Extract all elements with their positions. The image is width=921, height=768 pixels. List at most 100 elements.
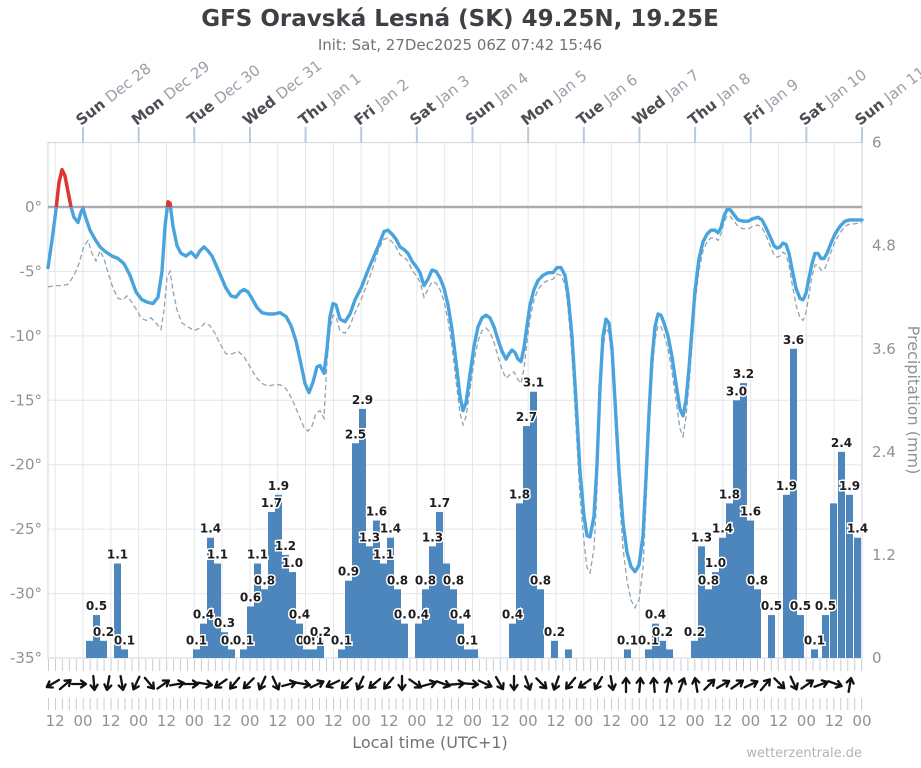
precip-value-label: 0.5 [761,599,782,613]
precipitation-bars [86,348,861,658]
precip-bar [422,589,429,658]
wind-arrow [773,677,786,690]
precip-value-label: 1.9 [268,479,289,493]
wind-arrow [593,675,604,691]
precip-value-label: 3.2 [733,367,754,381]
precip-value-label: 2.7 [516,410,537,424]
precip-bar [537,589,544,658]
precip-bar [747,520,754,658]
time-tick-label: 00 [852,712,871,730]
precip-value-label: 1.2 [275,539,296,553]
time-tick-label: 12 [268,712,287,730]
precip-value-label: 0.3 [214,616,235,630]
precip-bar [565,649,572,658]
precip-tick-label: 6 [872,134,882,152]
temperature-dashed-line [47,215,863,610]
precipitation-labels: 0.50.21.10.1 0.10.41.41.10.30.10.10.61.10… [84,331,869,649]
time-tick-label: 00 [73,712,92,730]
wind-arrow [281,679,297,689]
time-tick-label: 00 [797,712,816,730]
time-tick-label: 12 [157,712,176,730]
precip-bar [790,348,797,658]
precip-value-label: 0.4 [450,608,471,622]
wind-arrow [448,679,466,689]
time-tick-label: 12 [713,712,732,730]
wind-arrow [294,679,312,689]
precip-bar [457,623,464,658]
precip-bar [338,649,345,658]
precip-bar [797,615,804,658]
precip-value-label: 3.6 [783,333,804,347]
precip-value-label: 0.6 [240,590,261,604]
time-tick-label: 12 [379,712,398,730]
precip-value-label: 1.1 [373,548,394,562]
precip-bar [93,615,100,658]
wind-arrow [156,679,171,690]
precip-bar [783,494,790,658]
wind-arrow [621,676,631,694]
precip-tick-label: 4.8 [872,237,896,255]
wind-arrow [196,679,214,689]
precip-bar [551,640,558,658]
precip-bar [705,589,712,658]
precip-bar [436,511,443,658]
precip-bar [296,623,303,658]
time-tick-label: 00 [574,712,593,730]
precip-value-label: 0.8 [443,573,464,587]
wind-arrow [845,676,855,694]
wind-arrow [182,679,200,689]
wind-arrow [509,674,519,692]
wind-arrow [213,678,228,689]
time-tick-label: 12 [491,712,510,730]
wind-arrow [800,679,815,690]
time-tick-label: 12 [435,712,454,730]
time-tick-label: 12 [324,712,343,730]
precip-bar [275,494,282,658]
precip-value-label: 0.5 [815,599,836,613]
precip-value-label: 3.1 [523,376,544,390]
wind-arrow [494,675,505,691]
precip-value-label: 0.1 [114,633,135,647]
precip-bar [310,649,317,658]
precip-value-label: 0.8 [747,573,768,587]
precip-bar [450,589,457,658]
precip-bar [754,589,761,658]
precip-bar [652,623,659,658]
precip-bar [698,546,705,658]
precip-bar [261,589,268,658]
wind-arrow [691,676,701,694]
wind-arrow [242,677,255,690]
precip-bar [200,623,207,658]
precip-value-label: 1.6 [740,505,761,519]
wind-arrow [435,679,451,689]
time-tick-label: 00 [463,712,482,730]
time-tick-label: 00 [741,712,760,730]
precip-bar [691,640,698,658]
precip-bar [228,649,235,658]
precip-value-label: 1.3 [422,530,443,544]
precip-bar [317,640,324,658]
wind-arrow [368,677,382,690]
wind-arrow [827,679,843,689]
temp-tick-label: -35° [10,649,42,667]
precip-bar [645,649,652,658]
precip-value-label: 0.4 [408,608,429,622]
precip-value-label: 0.4 [502,608,523,622]
precip-bar [509,623,516,658]
wind-arrow [607,674,617,692]
temp-tick-label: -15° [10,391,42,409]
precip-value-label: 0.2 [544,625,565,639]
time-tick-label: 00 [686,712,705,730]
precip-bar [240,649,247,658]
precip-value-label: 1.8 [509,487,530,501]
precip-value-label: 3.0 [726,384,747,398]
chart-subtitle: Init: Sat, 27Dec2025 06Z 07:42 15:46 [318,36,602,54]
time-tick-label: 12 [825,712,844,730]
precip-bar [380,563,387,658]
wind-arrow [730,679,745,690]
precip-value-label: 0.1 [296,633,317,647]
precip-bar [768,615,775,658]
precip-value-label: 0.8 [698,573,719,587]
